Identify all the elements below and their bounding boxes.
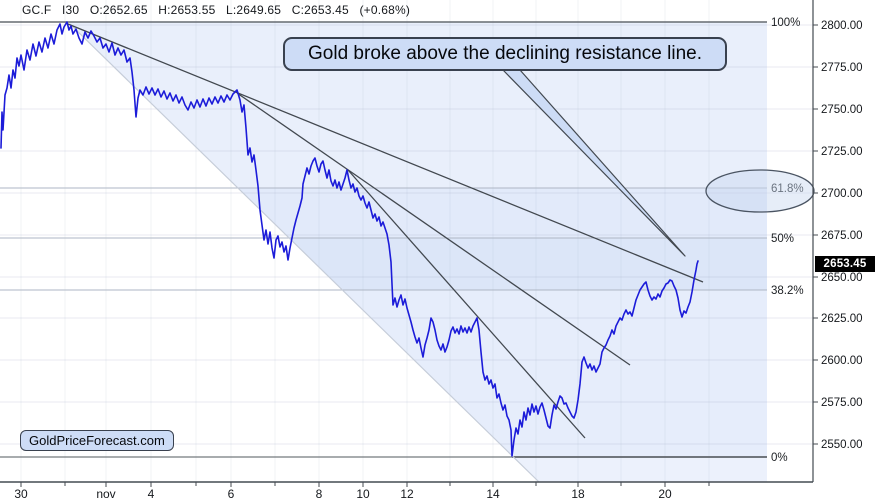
- y-axis-label: 2750.00: [821, 104, 863, 116]
- fib-band: [342, 290, 767, 457]
- annotation-text: Gold broke above the declining resistanc…: [308, 43, 702, 64]
- ohlc-header: GC.F I30 O:2652.65 H:2653.55 L:2649.65 C…: [22, 3, 417, 17]
- last-price-tag: 2653.45: [815, 256, 875, 272]
- fib-label-0%: 0%: [771, 452, 788, 464]
- y-axis-label: 2725.00: [821, 146, 863, 158]
- annotation-callout: Gold broke above the declining resistanc…: [283, 37, 727, 71]
- x-axis-label: 12: [400, 487, 414, 501]
- fib-label-100%: 100%: [771, 17, 800, 29]
- y-axis-label: 2650.00: [821, 272, 863, 284]
- y-axis-label: 2550.00: [821, 439, 863, 451]
- price-line: [0, 21, 699, 457]
- watermark-text: GoldPriceForecast.com: [29, 433, 165, 448]
- y-axis-label: 2600.00: [821, 355, 863, 367]
- fib-levels: 100% 61.8% 50% 38.2% 0%: [0, 17, 804, 464]
- x-axis-label: 30: [14, 487, 28, 501]
- x-axis-label: 14: [486, 487, 500, 501]
- x-axis-label: 18: [571, 487, 585, 501]
- fib-bands: [67, 22, 768, 482]
- change-percent: (+0.68%): [359, 3, 411, 17]
- x-axis-label: 20: [658, 487, 672, 501]
- declining-support-line: [69, 23, 540, 483]
- open-value: O:2652.65: [89, 3, 148, 17]
- gridlines: [0, 0, 813, 482]
- fib-band: [237, 188, 768, 238]
- x-axis-label: 10: [356, 487, 370, 501]
- high-value: H:2653.55: [158, 3, 216, 17]
- close-value: C:2653.45: [291, 3, 349, 17]
- declining-resistance-1: [67, 23, 704, 283]
- x-axis-label: 8: [316, 487, 323, 501]
- y-axis-label: 2675.00: [821, 230, 863, 242]
- y-axis-label: 2625.00: [821, 313, 863, 325]
- y-axis-label: 2775.00: [821, 62, 863, 74]
- declining-resistance-2: [236, 92, 631, 366]
- low-value: L:2649.65: [226, 3, 282, 17]
- y-axis-label: 2575.00: [821, 397, 863, 409]
- fib-label-50%: 50%: [771, 233, 794, 245]
- x-axis-label: nov: [96, 487, 115, 501]
- last-price-value: 2653.45: [823, 258, 867, 270]
- x-axis-label: 6: [228, 487, 235, 501]
- interval-label: I30: [62, 3, 80, 17]
- fib-label-61.8%: 61.8%: [771, 183, 804, 195]
- fib-label-38.2%: 38.2%: [771, 285, 804, 297]
- x-axis-label: 4: [148, 487, 155, 501]
- highlight-ellipse: [705, 169, 815, 213]
- fib-band: [513, 457, 767, 482]
- declining-resistance-3: [347, 169, 586, 439]
- trend-lines: [67, 23, 704, 439]
- y-axis-label: 2700.00: [821, 188, 863, 200]
- watermark-badge: GoldPriceForecast.com: [20, 430, 174, 451]
- symbol-label: GC.F: [22, 3, 52, 17]
- y-axis-label: 2800.00: [821, 20, 863, 32]
- fib-band: [289, 238, 767, 290]
